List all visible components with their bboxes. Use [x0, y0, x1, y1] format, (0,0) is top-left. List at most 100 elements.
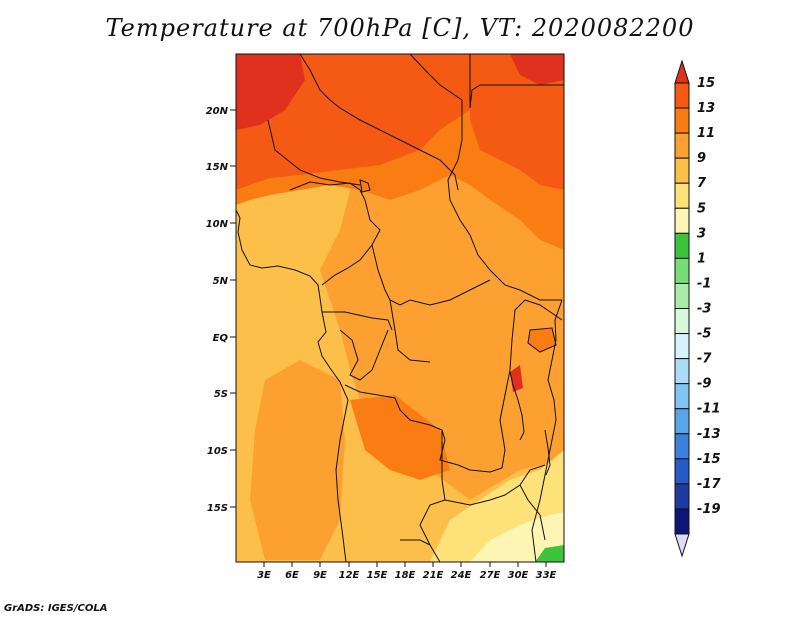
colorbar-swatch	[674, 333, 690, 360]
field-15plus-ne	[510, 54, 564, 85]
colorbar-label: 13	[697, 101, 715, 116]
lake-malawi	[544, 429, 551, 476]
lat-label: 15S	[207, 503, 228, 514]
colorbar-swatch	[674, 508, 690, 535]
colorbar-label: 11	[697, 126, 715, 141]
border-algeria-niger	[299, 54, 401, 141]
lat-label: 5S	[214, 389, 228, 400]
lon-label: 15E	[367, 570, 388, 581]
colorbar-label: -13	[697, 427, 721, 442]
colorbar-swatch	[674, 82, 690, 109]
border-libya-chad	[409, 54, 463, 101]
colorbar-swatch	[674, 383, 690, 410]
colorbar-label: -5	[697, 327, 711, 342]
colorbar-swatch	[674, 107, 690, 134]
lat-tick-labels: 20N 15N 10N 5N EQ 5S 10S 15S	[206, 106, 229, 514]
political-boundaries	[236, 54, 564, 562]
lake-chad	[359, 179, 371, 193]
border-cameroon-gabon	[322, 311, 393, 331]
lat-label: 5N	[213, 276, 229, 287]
colorbar-swatch	[674, 157, 690, 184]
colorbar-label: -19	[697, 502, 721, 517]
border-namibia-botswana	[400, 539, 431, 546]
colorbar-label: -11	[697, 402, 721, 417]
lake-victoria-outline	[527, 327, 557, 353]
colorbar-swatch	[674, 282, 690, 310]
colorbar-label: 7	[697, 176, 707, 191]
colorbar-label: 15	[697, 76, 715, 91]
colorbar-label: 9	[697, 151, 706, 166]
field-15plus-nw	[236, 54, 305, 130]
lon-label: 27E	[480, 570, 501, 581]
colorbar-label: 5	[697, 201, 706, 216]
field-9to11-angola	[250, 360, 345, 560]
lon-label: 24E	[451, 570, 472, 581]
lon-label: 12E	[339, 570, 360, 581]
colorbar: 15 13 11 9 7 5 3 1 -1 -3 -5 -7 -9 -11 -13 -15 -17 -19	[674, 59, 721, 558]
colorbar-swatch	[674, 132, 690, 159]
coastline-west	[236, 209, 349, 562]
border-chad-sudan	[447, 100, 471, 236]
border-niger-nigeria	[289, 181, 366, 201]
coastline-east	[531, 299, 563, 562]
colorbar-swatch	[674, 458, 690, 485]
lat-label: 15N	[206, 162, 229, 173]
lon-label: 9E	[313, 570, 327, 581]
colorbar-swatch	[674, 182, 690, 209]
lat-label: 20N	[206, 106, 229, 117]
colorbar-swatch	[674, 257, 690, 284]
border-gabon-congo	[339, 329, 389, 381]
lake-tanganyika	[509, 371, 525, 441]
border-libya-egypt-sudan	[469, 54, 564, 109]
border-car-sudan	[469, 234, 562, 301]
field-1to3-se	[535, 545, 564, 562]
border-tanzania	[524, 299, 563, 321]
lon-label: 21E	[423, 570, 444, 581]
lon-ticks	[263, 562, 547, 567]
lat-label: 10S	[207, 446, 228, 457]
border-zambia-south	[444, 464, 546, 506]
border-nigeria-cameroon	[321, 199, 381, 286]
border-mali-niger	[267, 119, 361, 186]
field-3to5-south	[470, 512, 564, 562]
lon-tick-labels: 3E 6E 9E 12E 15E 18E 21E 24E 27E 30E 33E	[257, 570, 556, 581]
lat-label: EQ	[213, 333, 229, 344]
colorbar-label: -3	[697, 302, 711, 317]
lon-label: 18E	[395, 570, 416, 581]
lake-victoria	[528, 328, 556, 352]
temperature-field	[236, 54, 564, 562]
field-13to15-east	[470, 54, 564, 190]
colorbar-swatch	[674, 232, 690, 259]
colorbar-label: 1	[697, 251, 706, 266]
border-car-drc	[389, 299, 431, 363]
lon-label: 3E	[257, 570, 271, 581]
lat-label: 10N	[206, 219, 229, 230]
colorbar-label: -7	[697, 352, 712, 367]
colorbar-swatch	[674, 308, 690, 335]
colorbar-swatch	[674, 408, 690, 435]
colorbar-swatch	[674, 358, 690, 385]
colorbar-label: -17	[697, 477, 721, 492]
colorbar-label: -9	[697, 377, 711, 392]
grads-credit: GrADS: IGES/COLA	[4, 603, 108, 614]
lon-label: 33E	[536, 570, 557, 581]
field-11to13-congo	[350, 395, 450, 480]
colorbar-bottom-arrow	[674, 533, 690, 558]
lon-label: 30E	[508, 570, 529, 581]
map-frame	[235, 53, 565, 563]
border-chad-niger	[399, 139, 459, 191]
border-drc-east	[499, 299, 526, 451]
colorbar-top-arrow	[674, 59, 690, 84]
lakes	[359, 179, 557, 476]
colorbar-label: -1	[697, 276, 711, 291]
chart-title: Temperature at 700hPa [C], VT: 202008220…	[105, 14, 695, 42]
colorbar-label: 3	[697, 226, 706, 241]
lat-ticks	[230, 109, 236, 508]
border-mozambique	[519, 484, 546, 541]
border-cameroon-car	[371, 244, 491, 306]
colorbar-swatch	[674, 483, 690, 510]
lon-label: 6E	[285, 570, 299, 581]
colorbar-label: -15	[697, 452, 721, 467]
colorbar-swatch	[674, 433, 690, 460]
